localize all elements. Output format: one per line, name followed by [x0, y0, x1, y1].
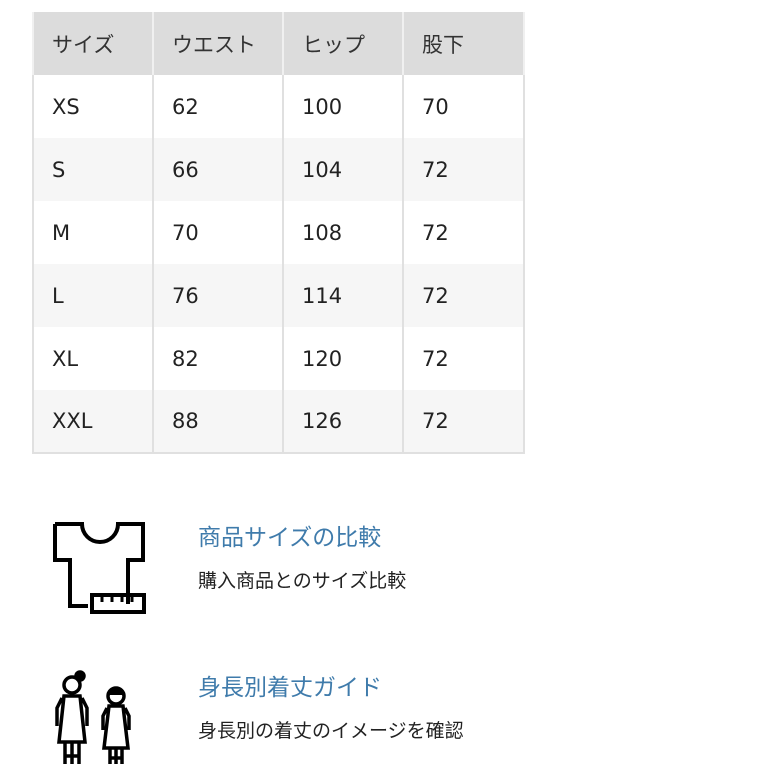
header-hip: ヒップ: [282, 12, 404, 75]
cell-waist: 66: [152, 138, 284, 201]
cell-waist: 88: [152, 390, 284, 454]
cell-inseam: 72: [402, 264, 525, 327]
height-guide-feature[interactable]: 身長別着丈ガイド 身長別の着丈のイメージを確認: [50, 668, 464, 768]
cell-hip: 108: [282, 201, 404, 264]
table-row: XXL 88 126 72: [32, 390, 525, 454]
cell-size: L: [32, 264, 154, 327]
size-table: サイズ ウエスト ヒップ 股下 XS 62 100 70 S 66 104 72 M 70 108 7…: [32, 12, 525, 454]
cell-inseam: 72: [402, 201, 525, 264]
cell-waist: 76: [152, 264, 284, 327]
cell-inseam: 72: [402, 327, 525, 390]
table-row: M 70 108 72: [32, 201, 525, 264]
compare-size-feature[interactable]: 商品サイズの比較 購入商品とのサイズ比較: [50, 518, 406, 618]
compare-size-description: 購入商品とのサイズ比較: [198, 570, 407, 592]
tshirt-ruler-icon: [53, 522, 146, 614]
compare-size-link[interactable]: 商品サイズの比較: [198, 525, 382, 551]
cell-hip: 126: [282, 390, 404, 454]
height-guide-link[interactable]: 身長別着丈ガイド: [198, 675, 382, 701]
cell-hip: 114: [282, 264, 404, 327]
cell-waist: 70: [152, 201, 284, 264]
cell-size: XS: [32, 75, 154, 138]
table-row: L 76 114 72: [32, 264, 525, 327]
cell-inseam: 72: [402, 390, 525, 454]
cell-inseam: 70: [402, 75, 525, 138]
cell-size: XXL: [32, 390, 154, 454]
header-inseam: 股下: [402, 12, 525, 75]
height-guide-description: 身長別の着丈のイメージを確認: [198, 720, 464, 742]
table-row: S 66 104 72: [32, 138, 525, 201]
people-height-icon: [55, 670, 131, 764]
table-row: XL 82 120 72: [32, 327, 525, 390]
cell-hip: 104: [282, 138, 404, 201]
cell-size: XL: [32, 327, 154, 390]
cell-size: M: [32, 201, 154, 264]
cell-waist: 82: [152, 327, 284, 390]
cell-hip: 100: [282, 75, 404, 138]
header-size: サイズ: [32, 12, 154, 75]
cell-waist: 62: [152, 75, 284, 138]
table-row: XS 62 100 70: [32, 75, 525, 138]
cell-inseam: 72: [402, 138, 525, 201]
cell-hip: 120: [282, 327, 404, 390]
table-header-row: サイズ ウエスト ヒップ 股下: [32, 12, 525, 75]
header-waist: ウエスト: [152, 12, 284, 75]
cell-size: S: [32, 138, 154, 201]
